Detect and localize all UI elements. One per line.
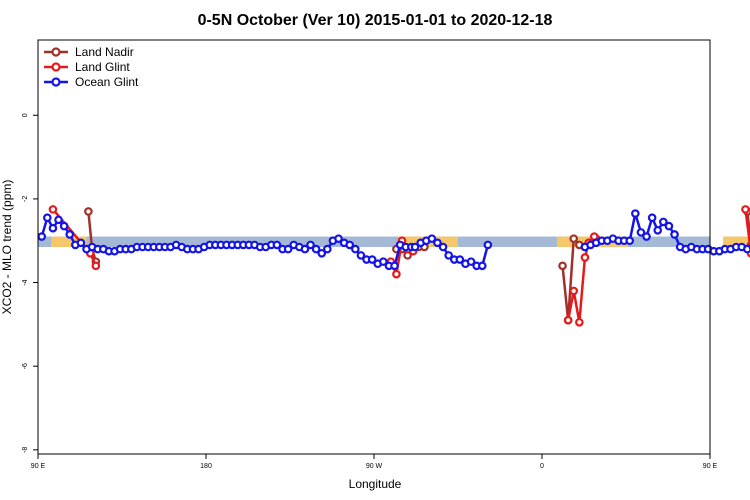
y-axis-label: XCO2 - MLO trend (ppm): [0, 180, 14, 315]
x-tick-label-2: 90 W: [366, 463, 383, 470]
ocean-glint-point-2-14: [659, 217, 668, 227]
x-axis-label: Longitude: [349, 477, 402, 491]
x-tick-label-3: 0: [540, 463, 544, 470]
ocean-glint-point-0-48: [306, 240, 315, 250]
ocean-glint-point-0-47: [300, 244, 310, 254]
ocean-glint-point-2-11: [642, 232, 651, 241]
ocean-glint-point-0-57: [356, 251, 366, 260]
ocean-glint-point-0-5: [65, 230, 75, 239]
land-glint-point-2-2: [575, 317, 584, 327]
series-layer: [37, 205, 750, 327]
land-nadir-point-2-0: [558, 261, 567, 271]
ocean-glint-point-0-63: [390, 261, 399, 271]
legend-marker-land-nadir: [51, 47, 61, 57]
ocean-glint-point-2-12: [647, 213, 657, 223]
ocean-glint-point-1-5: [438, 242, 448, 252]
ocean-band: [38, 236, 710, 247]
land-glint-point-1-1: [392, 269, 401, 279]
ocean-glint-point-0-50: [317, 248, 327, 258]
plot-area: [37, 39, 750, 455]
ocean-glint-point-2-13: [653, 225, 663, 235]
ocean-glint-point-1-8: [455, 255, 465, 264]
x-axis: 90 E 180 90 W 0 90 E: [31, 454, 718, 470]
ocean-glint-point-0-2: [48, 223, 58, 233]
ocean-glint-point-0-61: [379, 257, 388, 266]
ocean-glint-point-0-4: [59, 221, 69, 231]
ocean-glint-series: [37, 209, 750, 271]
ocean-glint-point-0-56: [351, 244, 360, 254]
legend-label-ocean-glint: Ocean Glint: [75, 75, 139, 89]
land-glint-point-3-0: [741, 205, 750, 214]
ocean-glint-point-0-53: [334, 234, 343, 243]
ocean-glint-point-1-13: [483, 240, 493, 250]
ocean-glint-point-2-9: [631, 209, 640, 218]
land-glint-point-0-2: [91, 261, 101, 271]
land-nadir-line-3: [746, 211, 750, 246]
ocean-glint-point-0-44: [283, 244, 293, 254]
legend-label-land-nadir: Land Nadir: [75, 45, 134, 59]
y-tick-label-4: -8: [22, 447, 29, 453]
x-tick-label-1: 180: [200, 463, 212, 470]
ocean-glint-point-0-49: [311, 244, 321, 254]
land-band-0: [51, 236, 87, 247]
ocean-glint-point-0-51: [323, 244, 332, 254]
ocean-glint-point-1-4: [433, 238, 442, 248]
ocean-glint-point-2-15: [664, 221, 674, 231]
ocean-glint-point-0-59: [367, 255, 377, 264]
y-tick-label-2: -4: [22, 279, 29, 285]
ocean-glint-point-1-0: [410, 242, 420, 252]
land-glint-series: [48, 205, 750, 327]
land-glint-point-2-3: [580, 253, 590, 262]
y-axis: 0 -2 -4 -6 -8: [22, 113, 38, 453]
land-nadir-point-0-0: [84, 207, 93, 216]
ocean-glint-point-2-8: [625, 236, 635, 246]
x-tick-label-0: 90 E: [31, 463, 46, 470]
x-tick-label-4: 90 E: [703, 463, 718, 470]
ocean-glint-point-0-1: [43, 213, 52, 223]
ocean-glint-point-1-10: [466, 257, 476, 266]
ocean-glint-point-0-3: [54, 215, 63, 225]
land-band-3: [723, 236, 750, 247]
land-glint-line-3: [744, 209, 750, 254]
ocean-glint-point-0-7: [76, 238, 86, 248]
ocean-glint-point-2-16: [670, 230, 679, 239]
legend-marker-land-glint: [51, 62, 61, 72]
legend-marker-ocean-glint: [51, 77, 61, 87]
y-tick-label-1: -2: [22, 196, 29, 202]
legend-label-land-glint: Land Glint: [75, 60, 130, 74]
ocean-glint-point-1-6: [444, 251, 453, 260]
ocean-glint-point-0-0: [37, 232, 47, 241]
land-glint-point-2-1: [569, 286, 579, 296]
ocean-glint-point-2-29: [743, 244, 750, 254]
land-glint-point-2-0: [563, 315, 573, 325]
land-glint-point-0-0: [48, 205, 58, 214]
ocean-glint-point-1-12: [477, 261, 487, 271]
ocean-glint-point-0-55: [345, 240, 355, 250]
ocean-glint-point-1-3: [427, 234, 437, 243]
chart-title: 0-5N October (Ver 10) 2015-01-01 to 2020…: [198, 12, 553, 29]
y-tick-label-3: -6: [22, 363, 29, 369]
land-nadir-point-2-2: [569, 234, 579, 243]
y-tick-label-0: 0: [22, 113, 29, 117]
ocean-glint-point-2-10: [636, 228, 646, 237]
ocean-glint-point-0-42: [272, 240, 282, 250]
